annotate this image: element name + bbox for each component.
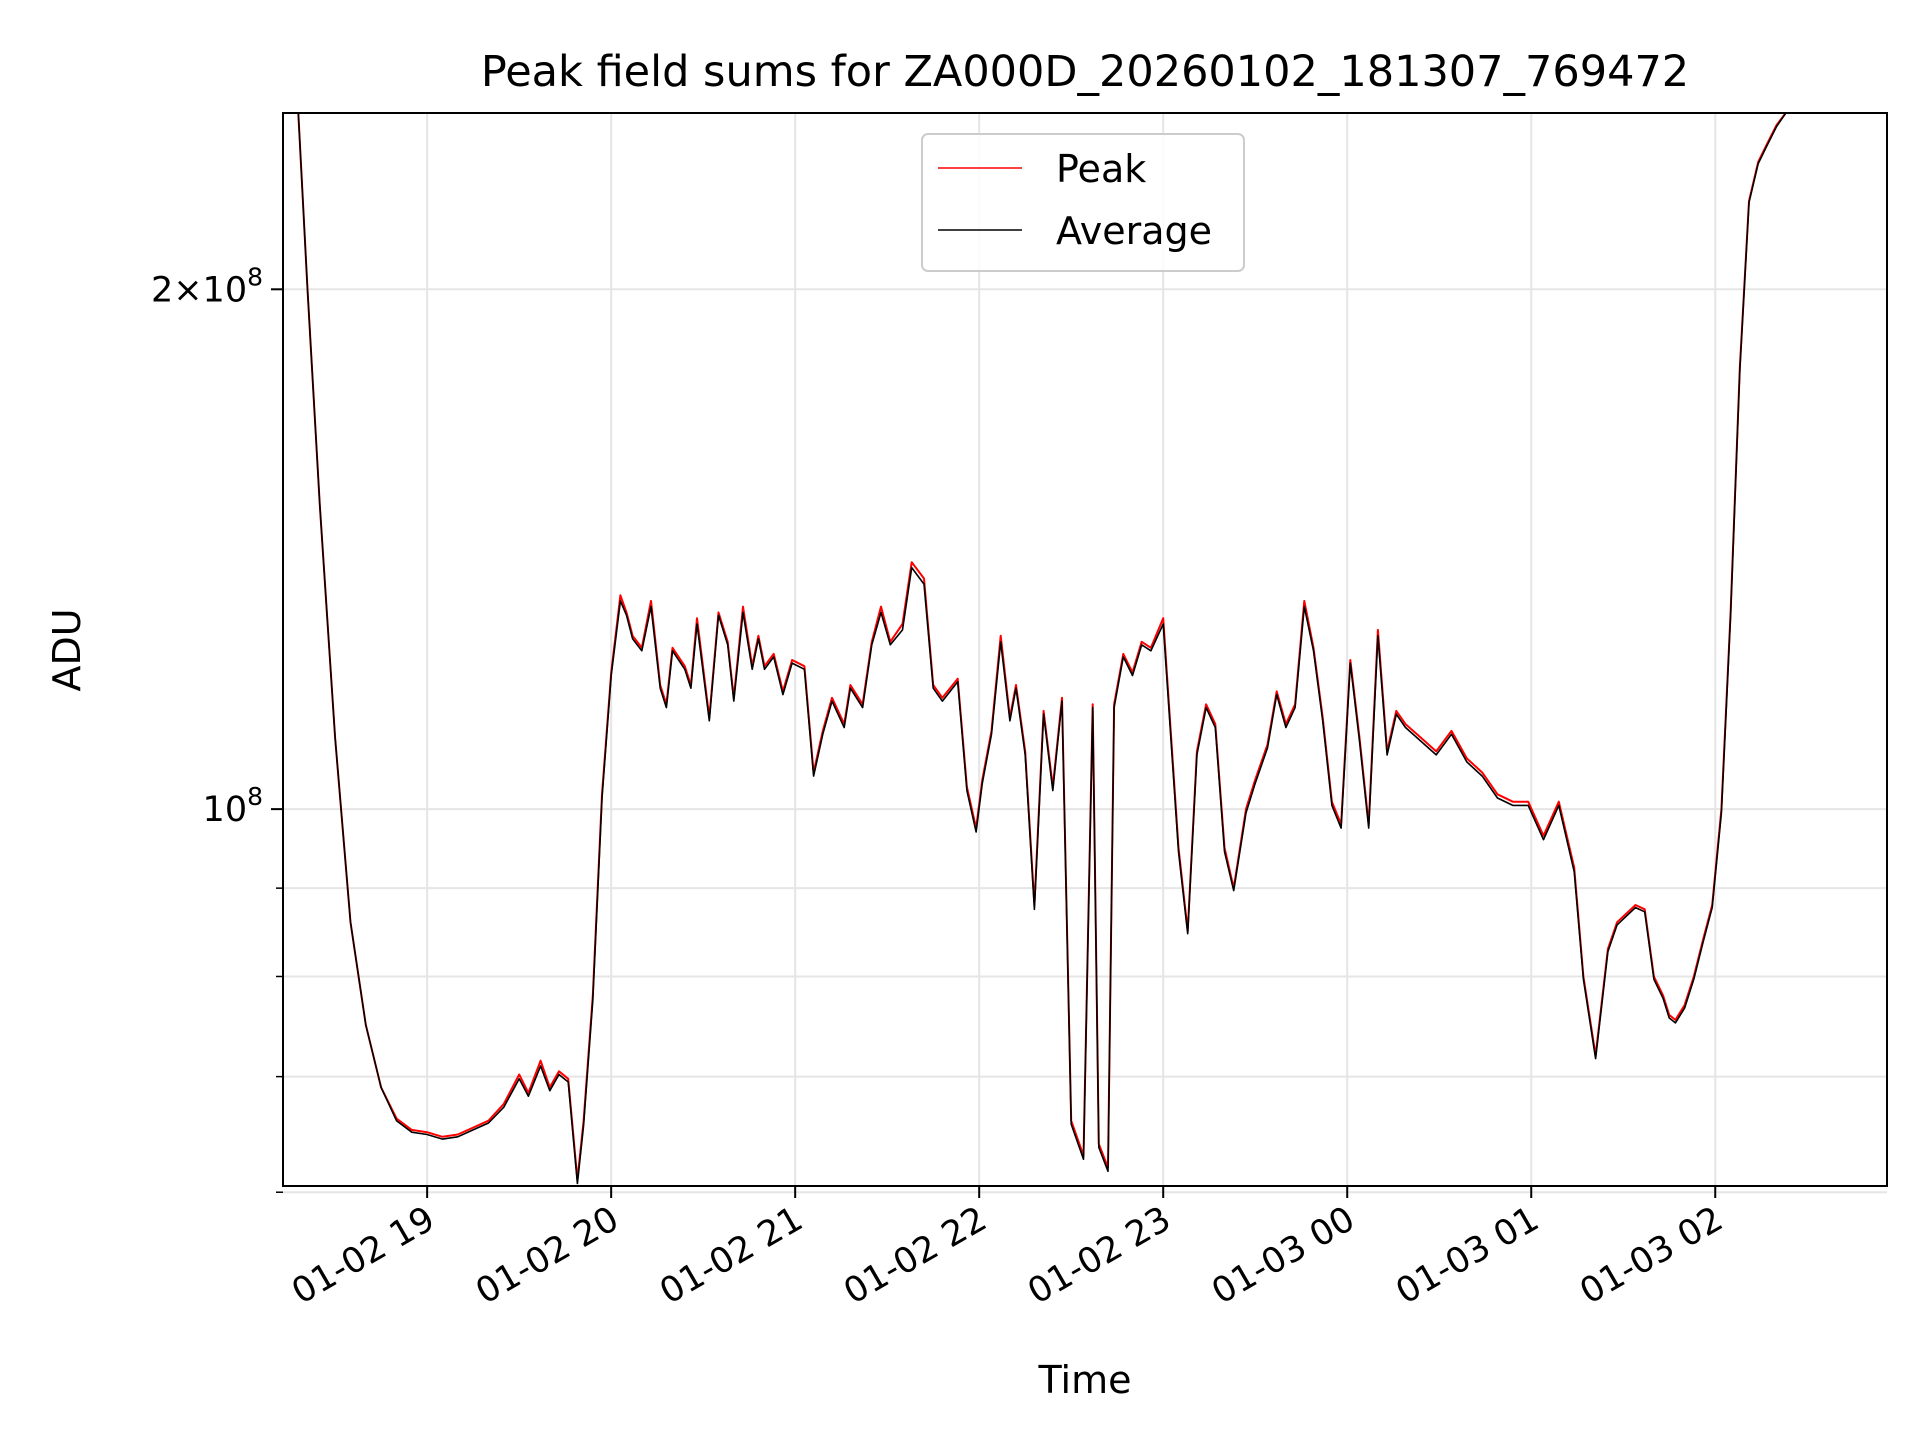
x-tick-label: 01-02 21 (653, 1199, 809, 1312)
chart-title: Peak field sums for ZA000D_20260102_1813… (481, 47, 1689, 97)
series-lines (283, 112, 1787, 1185)
plot-area-frame (282, 112, 1888, 1187)
x-tick-label: 01-02 23 (1021, 1199, 1177, 1312)
grid (283, 113, 1887, 1194)
x-tick-label: 01-02 19 (285, 1199, 441, 1312)
y-axis-label: ADU (45, 608, 89, 691)
legend: Peak Average (921, 133, 1245, 272)
x-axis-ticks: 01-02 19 01-02 20 01-02 21 01-02 22 01-02 23… (285, 1186, 1730, 1312)
y-tick-label: 2×108 (151, 262, 263, 310)
series-line-peak (283, 112, 1787, 1181)
x-axis-label: Time (1038, 1358, 1132, 1402)
legend-label-peak: Peak (1056, 147, 1146, 191)
x-tick-label: 01-03 00 (1205, 1199, 1361, 1312)
legend-label-average: Average (1056, 209, 1212, 253)
x-tick-label: 01-03 01 (1389, 1199, 1545, 1312)
x-tick-label: 01-02 22 (837, 1199, 993, 1312)
x-tick-label: 01-02 20 (469, 1199, 625, 1312)
x-tick-label: 01-03 02 (1573, 1199, 1729, 1312)
y-axis-ticks: 108 2×108 (151, 262, 283, 1193)
series-line-average (283, 112, 1787, 1185)
y-tick-label: 108 (203, 782, 263, 830)
